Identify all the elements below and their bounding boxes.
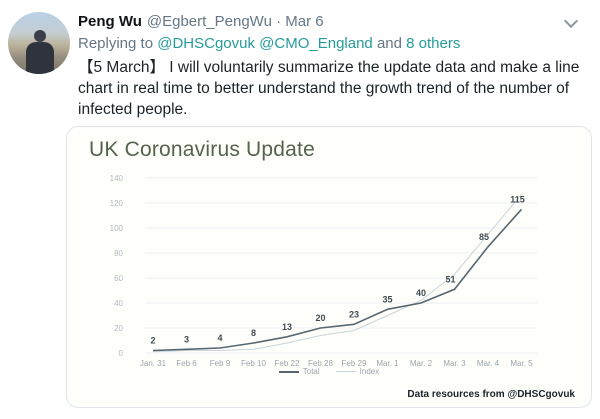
header-separator: · <box>276 13 282 30</box>
svg-text:2: 2 <box>150 336 155 346</box>
svg-text:Feb 28: Feb 28 <box>308 359 333 368</box>
svg-text:120: 120 <box>110 199 124 208</box>
author-name[interactable]: Peng Wu <box>78 13 142 30</box>
x-axis-labels: Jan. 31 Feb 6 Feb 9 Feb 10 Feb 22 Feb 28 Feb 2… <box>140 359 533 368</box>
legend-index-swatch <box>335 371 356 372</box>
svg-text:51: 51 <box>445 274 455 284</box>
svg-text:Mar. 1: Mar. 1 <box>376 359 399 368</box>
others-link[interactable]: 8 others <box>406 35 461 52</box>
svg-text:35: 35 <box>382 294 392 304</box>
svg-text:23: 23 <box>349 309 359 319</box>
replying-line: Replying to @DHSCgovuk @CMO_England and … <box>78 35 568 52</box>
svg-text:80: 80 <box>114 249 123 258</box>
svg-text:140: 140 <box>110 174 124 183</box>
tweet-header: Peng Wu @Egbert_PengWu · Mar 6 <box>78 13 548 30</box>
svg-text:Feb 22: Feb 22 <box>275 359 300 368</box>
svg-text:85: 85 <box>479 232 489 242</box>
replying-prefix: Replying to <box>78 35 154 52</box>
svg-text:3: 3 <box>184 334 189 344</box>
svg-text:8: 8 <box>251 328 256 338</box>
svg-text:4: 4 <box>217 333 222 343</box>
svg-text:20: 20 <box>114 324 123 333</box>
svg-text:Feb 10: Feb 10 <box>241 359 266 368</box>
svg-text:100: 100 <box>110 224 124 233</box>
legend-item-total: Total <box>278 367 320 376</box>
svg-text:13: 13 <box>282 322 292 332</box>
tweet-text: 【5 March】 I will voluntarily summarize t… <box>78 59 580 118</box>
svg-text:40: 40 <box>114 299 123 308</box>
legend-index-label: Index <box>359 367 380 376</box>
avatar-person-head <box>34 30 46 42</box>
legend-item-index: Index <box>335 367 380 376</box>
chart-legend: Total Index <box>67 367 591 376</box>
svg-text:115: 115 <box>510 194 525 204</box>
chart-footer: Data resources from @DHSCgovuk <box>407 389 575 400</box>
svg-text:40: 40 <box>416 288 426 298</box>
replying-and: and <box>376 35 402 52</box>
line-chart: 0 20 40 60 80 100 120 140 Jan. 31 Feb 6 Feb 9 Feb 1… <box>110 174 537 368</box>
svg-text:60: 60 <box>114 274 123 283</box>
chart-card[interactable]: UK Coronavirus Update 0 20 40 60 80 100 120 140… <box>66 126 592 408</box>
legend-total-label: Total <box>302 367 320 376</box>
series-line-index <box>152 193 522 353</box>
chart-title: UK Coronavirus Update <box>89 138 315 161</box>
avatar[interactable] <box>8 12 70 74</box>
avatar-person-body <box>26 42 54 74</box>
svg-text:Mar. 4: Mar. 4 <box>477 359 500 368</box>
svg-text:Mar. 5: Mar. 5 <box>510 359 533 368</box>
tweet-date[interactable]: Mar 6 <box>285 13 324 30</box>
svg-text:0: 0 <box>119 349 124 358</box>
mention-link-cmo[interactable]: @CMO_England <box>259 35 373 52</box>
y-grid: 0 20 40 60 80 100 120 140 <box>110 174 537 358</box>
svg-text:Feb 9: Feb 9 <box>210 359 231 368</box>
svg-text:Mar. 2: Mar. 2 <box>410 359 433 368</box>
svg-text:Mar. 3: Mar. 3 <box>443 359 466 368</box>
svg-text:Feb 29: Feb 29 <box>342 359 367 368</box>
mention-link-dhsc[interactable]: @DHSCgovuk <box>157 35 255 52</box>
svg-text:Jan. 31: Jan. 31 <box>140 359 167 368</box>
author-handle[interactable]: @Egbert_PengWu <box>146 13 272 30</box>
svg-text:20: 20 <box>315 313 325 323</box>
chevron-down-icon[interactable] <box>563 14 579 30</box>
legend-total-swatch <box>278 370 299 373</box>
svg-text:Feb 6: Feb 6 <box>176 359 197 368</box>
series-line-total <box>152 208 523 352</box>
